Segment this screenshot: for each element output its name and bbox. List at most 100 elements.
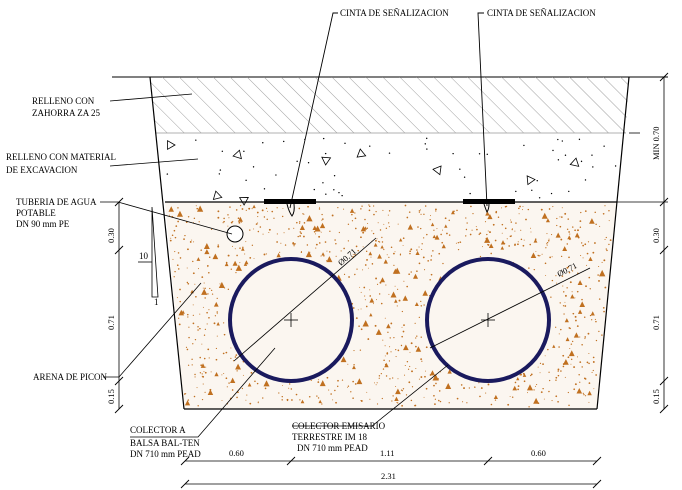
sand-dot (457, 242, 460, 244)
sand-dot (559, 225, 562, 228)
sand-dot (188, 336, 190, 339)
sand-dot (368, 204, 370, 206)
sand-dot (505, 205, 508, 208)
sand-dot (364, 299, 366, 301)
sand-dot (397, 378, 399, 380)
sand-dot (389, 337, 391, 339)
sand-dot (519, 205, 521, 208)
sand-dot (216, 311, 219, 313)
sand-dot (570, 358, 573, 361)
sand-dot (202, 306, 204, 308)
sand-dot (268, 228, 271, 231)
sand-dot (592, 361, 595, 363)
sand-dot (582, 392, 584, 394)
sand-dot (507, 403, 510, 406)
sand-dot (388, 222, 390, 224)
sand-dot (589, 288, 591, 290)
sand-dot (402, 244, 404, 246)
sand-dot (324, 241, 327, 243)
sand-dot (315, 247, 317, 249)
dim-bottom-total: 2.31 (381, 471, 396, 481)
sand-dot (602, 212, 605, 215)
sand-dot (408, 273, 410, 276)
sand-dot (465, 228, 468, 231)
sand-dot (588, 352, 590, 354)
sand-dot (379, 229, 382, 231)
sand-grain (232, 260, 238, 266)
sand-dot (187, 399, 190, 401)
sand-dot (249, 257, 252, 259)
sand-grain (516, 377, 520, 381)
sand-dot (360, 291, 362, 293)
sand-dot (530, 227, 532, 229)
sand-dot (573, 366, 575, 368)
sand-dot (570, 363, 572, 365)
sand-dot (579, 361, 582, 364)
sand-dot (347, 386, 348, 388)
sand-dot (187, 248, 189, 251)
sand-dot (584, 243, 587, 246)
sand-dot (585, 395, 587, 397)
excavation-dot (324, 152, 327, 155)
sand-dot (354, 383, 357, 385)
sand-dot (580, 255, 582, 257)
sand-dot (300, 251, 303, 253)
label-slope-rise: 10 (139, 251, 149, 261)
sand-dot (353, 364, 355, 366)
sand-dot (246, 394, 248, 396)
sand-grain (430, 222, 435, 227)
sand-dot (410, 271, 412, 273)
sand-dot (580, 242, 583, 244)
sand-dot (257, 402, 259, 404)
sand-dot (595, 320, 597, 323)
sand-dot (356, 268, 358, 270)
sand-dot (201, 398, 204, 401)
sand-dot (542, 363, 544, 365)
sand-dot (195, 205, 197, 207)
sand-dot (548, 379, 551, 382)
sand-dot (330, 393, 332, 395)
sand-dot (423, 396, 425, 398)
sand-dot (388, 226, 390, 228)
sand-dot (396, 305, 398, 307)
excavation-mark (167, 139, 176, 151)
sand-dot (230, 357, 232, 360)
sand-dot (501, 223, 504, 226)
sand-dot (384, 355, 386, 357)
sand-grain (395, 388, 401, 395)
sand-dot (510, 221, 512, 223)
sand-dot (306, 244, 309, 246)
sand-dot (578, 374, 580, 376)
sand-dot (604, 286, 607, 289)
sand-dot (530, 374, 532, 377)
sand-dot (572, 226, 574, 228)
sand-grain (533, 238, 538, 243)
sand-dot (209, 287, 211, 290)
excavation-dot (322, 182, 324, 184)
sand-dot (408, 381, 411, 384)
sand-grain (312, 225, 318, 231)
sand-dot (347, 363, 349, 365)
sand-dot (433, 384, 435, 387)
sand-dot (566, 266, 569, 269)
sand-dot (340, 250, 342, 252)
sand-dot (406, 216, 409, 219)
sand-dot (320, 255, 322, 257)
sand-dot (558, 333, 560, 335)
sand-dot (560, 238, 563, 241)
sand-dot (465, 217, 467, 219)
sand-grain (314, 225, 321, 232)
sand-grain (197, 205, 204, 212)
sand-dot (448, 234, 451, 236)
sand-dot (562, 354, 565, 357)
sand-dot (192, 343, 194, 345)
sand-dot (232, 360, 235, 362)
sand-grain (235, 264, 243, 271)
excavation-dot (561, 140, 564, 142)
sand-dot (338, 231, 340, 234)
sand-dot (202, 383, 204, 385)
sand-dot (478, 382, 480, 384)
sand-dot (405, 394, 408, 396)
sand-dot (602, 306, 605, 309)
sand-dot (376, 283, 379, 285)
